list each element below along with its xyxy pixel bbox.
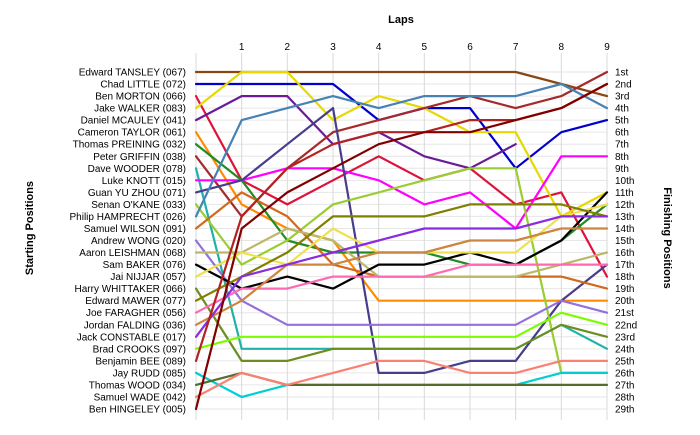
finish-position-label: 27th [615,380,634,391]
finish-position-label: 2nd [615,80,632,91]
driver-start-label: Sam BAKER (076) [103,260,186,271]
driver-start-label: Jay RUDD (085) [113,368,186,379]
finish-position-label: 20th [615,296,634,307]
left-tick-labels: Edward TANSLEY (067)Chad LITTLE (072)Ben… [69,68,186,416]
finish-position-label: 21st [615,308,634,319]
finish-position-label: 25th [615,356,634,367]
finish-position-label: 14th [615,224,634,235]
y-axis-label-right: Finishing Positions [661,187,673,288]
series-lines [194,70,609,411]
finish-position-label: 8th [615,152,629,163]
driver-start-label: Edward TANSLEY (067) [79,68,186,79]
x-tick-label: 7 [513,42,519,53]
driver-start-label: Jake WALKER (083) [94,104,186,115]
driver-start-label: Benjamin BEE (089) [95,356,186,367]
driver-start-label: Samuel WADE (042) [94,392,186,403]
finish-position-label: 29th [615,405,634,416]
series-line [194,263,609,314]
series-line [194,155,609,230]
finish-position-label: 24th [615,344,634,355]
driver-start-label: Luke KNOTT (015) [102,176,186,187]
right-tick-labels: 1st2nd3rd4th5th6th7th8th9th10th11th12th1… [615,68,637,416]
finish-position-label: 28th [615,392,634,403]
x-tick-label: 5 [422,42,428,53]
series-line [194,215,609,338]
finish-position-label: 17th [615,260,634,271]
driver-start-label: Joe FARAGHER (056) [86,308,186,319]
driver-start-label: Thomas WOOD (034) [89,380,186,391]
driver-start-label: Andrew WONG (020) [91,236,186,247]
series-line [194,82,609,218]
x-tick-label: 4 [376,42,382,53]
series-line [194,227,609,326]
driver-start-label: Jai NIJJAR (057) [110,272,186,283]
series-line [194,107,609,374]
driver-start-label: Brad CROOKS (097) [93,344,186,355]
series-line [194,82,609,411]
x-tick-label: 9 [604,42,610,53]
finish-position-label: 16th [615,248,634,259]
series-line [194,203,609,302]
driver-start-label: Guan YU ZHOU (071) [88,188,186,199]
driver-start-label: Edward MAWER (077) [85,296,186,307]
finish-position-label: 9th [615,164,629,175]
finish-position-label: 7th [615,140,629,151]
finish-position-label: 23rd [615,332,635,343]
finish-position-label: 26th [615,368,634,379]
driver-start-label: Dave WOODER (078) [88,164,186,175]
x-tick-label: 2 [285,42,291,53]
driver-start-label: Senan O'KANE (033) [91,200,186,211]
driver-start-label: Aaron LEISHMAN (068) [79,248,186,259]
x-tick-labels: 1 2 3 4 5 6 7 8 9 [239,42,610,53]
driver-start-label: Ben MORTON (066) [95,92,186,103]
finish-position-label: 19th [615,284,634,295]
series-line [194,287,609,362]
x-tick-label: 6 [467,42,473,53]
driver-start-label: Daniel MCAULEY (041) [81,116,186,127]
driver-start-label: Cameron TAYLOR (061) [78,128,186,139]
driver-start-label: Philip HAMPRECHT (026) [69,212,186,223]
driver-start-label: Chad LITTLE (072) [100,80,186,91]
finish-position-label: 6th [615,128,629,139]
driver-start-label: Peter GRIFFIN (038) [93,152,186,163]
finish-position-label: 13th [615,212,634,223]
x-tick-label: 3 [330,42,336,53]
series-line [194,239,609,326]
series-line [194,311,609,350]
finish-position-label: 5th [615,116,629,127]
finish-position-label: 15th [615,236,634,247]
finish-position-label: 10th [615,176,634,187]
finish-position-label: 12th [615,200,634,211]
series-line [194,131,609,302]
finish-position-label: 11th [615,188,634,199]
finish-position-label: 18th [615,272,634,283]
x-tick-label: 8 [559,42,565,53]
driver-start-label: Jordan FALDING (036) [84,320,186,331]
driver-start-label: Samuel WILSON (091) [84,224,186,235]
series-line [194,359,609,399]
x-tick-label: 1 [239,42,245,53]
finish-position-label: 1st [615,68,629,79]
driver-start-label: Ben HINGELEY (005) [89,405,186,416]
chart-title: Laps [388,14,414,26]
driver-start-label: Harry WHITTAKER (066) [75,284,187,295]
y-axis-label-left: Starting Positions [24,181,36,275]
finish-position-label: 22nd [615,320,637,331]
driver-start-label: Jack CONSTABLE (017) [77,332,186,343]
finish-position-label: 3rd [615,92,629,103]
finish-position-label: 4th [615,104,629,115]
driver-start-label: Thomas PREINING (032) [73,140,186,151]
